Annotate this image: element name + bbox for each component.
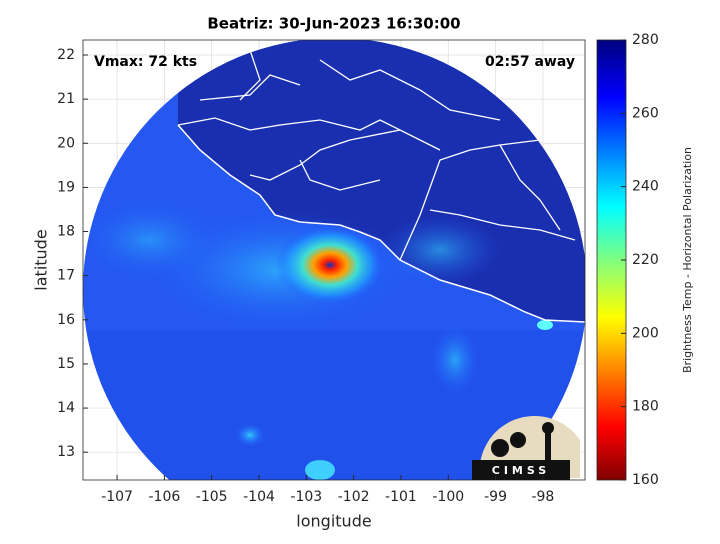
swath-image bbox=[83, 40, 585, 480]
y-tick-label: 15 bbox=[57, 356, 75, 372]
colorbar-label: Brightness Temp - Horizontal Polarizatio… bbox=[681, 147, 694, 373]
x-axis-label: longitude bbox=[296, 512, 371, 531]
y-axis-label: latitude bbox=[32, 229, 51, 290]
y-tick-label: 21 bbox=[57, 91, 75, 107]
colorbar-tick-label: 200 bbox=[632, 325, 659, 341]
logo: CIMSS bbox=[472, 415, 580, 480]
chart-title: Beatriz: 30-Jun-2023 16:30:00 bbox=[207, 15, 460, 33]
x-tick-label: -98 bbox=[531, 489, 554, 505]
y-tick-label: 18 bbox=[57, 224, 75, 240]
colorbar-tick-label: 240 bbox=[632, 179, 659, 195]
x-tick-label: -103 bbox=[290, 489, 322, 505]
colorbar-tick-label: 220 bbox=[632, 252, 659, 268]
colorbar-tick-label: 160 bbox=[632, 472, 659, 488]
axes-box bbox=[82, 39, 586, 481]
annotation: Vmax: 72 kts bbox=[94, 54, 197, 70]
y-tick-label: 22 bbox=[57, 47, 75, 63]
y-tick-label: 17 bbox=[57, 268, 75, 284]
x-tick-label: -99 bbox=[484, 489, 507, 505]
y-tick-label: 20 bbox=[57, 135, 75, 151]
annotation: 02:57 away bbox=[485, 54, 575, 70]
x-tick-label: -105 bbox=[196, 489, 228, 505]
y-tick-label: 14 bbox=[57, 400, 75, 416]
colorbar-tick-label: 180 bbox=[632, 399, 659, 415]
x-tick-label: -102 bbox=[338, 489, 370, 505]
colorbar-tick-label: 260 bbox=[632, 105, 659, 121]
y-tick-label: 13 bbox=[57, 444, 75, 460]
x-tick-label: -106 bbox=[148, 489, 180, 505]
logo-text: CIMSS bbox=[492, 464, 550, 477]
y-tick-label: 16 bbox=[57, 312, 75, 328]
x-tick-label: -101 bbox=[385, 489, 417, 505]
x-tick-label: -107 bbox=[101, 489, 133, 505]
y-tick-label: 19 bbox=[57, 179, 75, 195]
colorbar-tick-label: 280 bbox=[632, 32, 659, 48]
x-tick-label: -104 bbox=[243, 489, 275, 505]
x-tick-label: -100 bbox=[432, 489, 464, 505]
